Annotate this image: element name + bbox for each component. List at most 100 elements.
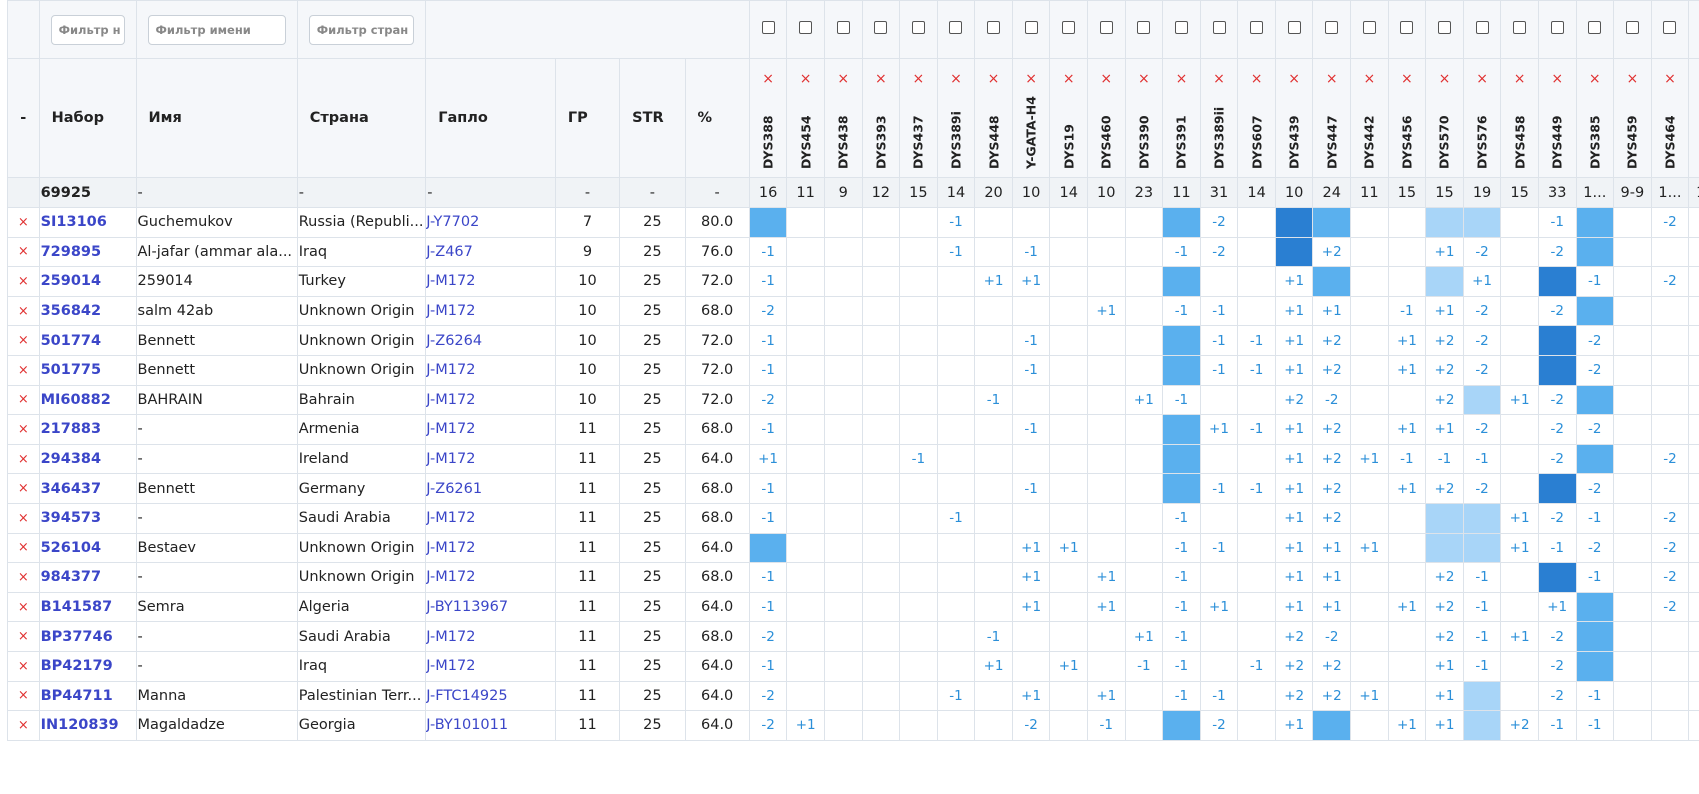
marker-checkbox[interactable] — [1174, 21, 1188, 34]
kit-filter-input[interactable]: Фильтр н — [50, 14, 125, 45]
remove-marker-icon[interactable]: × — [1100, 71, 1113, 87]
remove-marker-icon[interactable]: × — [874, 71, 887, 87]
remove-marker-icon[interactable]: × — [762, 71, 774, 87]
remove-marker-icon[interactable]: × — [799, 71, 812, 87]
remove-marker-icon[interactable]: × — [1213, 71, 1225, 87]
remove-row-icon[interactable]: × — [7, 710, 40, 741]
pct-column-header[interactable]: % — [684, 58, 750, 178]
remove-row-icon[interactable]: × — [7, 562, 40, 593]
marker-checkbox[interactable] — [987, 21, 1001, 34]
marker-checkbox[interactable] — [1475, 21, 1489, 34]
remove-marker-icon[interactable]: × — [1401, 71, 1413, 87]
remove-row-icon[interactable]: × — [7, 680, 40, 712]
remove-row-icon[interactable]: × — [7, 502, 40, 534]
remove-row-icon[interactable]: × — [7, 354, 40, 386]
marker-checkbox[interactable] — [1588, 21, 1602, 34]
remove-marker-icon[interactable]: × — [1664, 71, 1676, 87]
haplo-link[interactable]: J-FTC14925 — [426, 687, 508, 704]
remove-marker-icon[interactable]: × — [1175, 71, 1188, 87]
haplo-link[interactable]: J-M172 — [426, 303, 476, 320]
remove-row-icon[interactable]: × — [7, 532, 40, 564]
kit-link[interactable]: 729895 — [40, 243, 102, 260]
remove-marker-icon[interactable]: × — [1025, 71, 1037, 87]
marker-checkbox[interactable] — [761, 21, 775, 34]
remove-row-icon[interactable]: × — [7, 295, 40, 327]
marker-checkbox[interactable] — [949, 21, 963, 34]
remove-marker-icon[interactable]: × — [837, 71, 850, 87]
remove-marker-icon[interactable]: × — [1250, 71, 1263, 87]
kit-link[interactable]: BP37746 — [40, 628, 113, 645]
name-column-header[interactable]: Имя — [135, 58, 298, 178]
marker-checkbox[interactable] — [1024, 21, 1038, 34]
haplo-link[interactable]: J-BY113967 — [426, 599, 509, 616]
remove-marker-icon[interactable]: × — [1476, 71, 1488, 87]
haplo-link[interactable]: J-M172 — [426, 658, 476, 675]
remove-row-icon[interactable]: × — [7, 591, 40, 623]
remove-row-icon[interactable]: × — [7, 443, 40, 475]
remove-row-icon[interactable]: × — [7, 473, 40, 504]
remove-row-icon[interactable]: × — [7, 384, 40, 416]
haplo-link[interactable]: J-Z6264 — [426, 332, 483, 349]
kit-link[interactable]: 346437 — [40, 480, 102, 497]
kit-link[interactable]: 984377 — [40, 569, 102, 586]
gd-column-header[interactable]: ГР — [554, 58, 621, 178]
marker-checkbox[interactable] — [1437, 21, 1451, 34]
marker-checkbox[interactable] — [1137, 21, 1151, 34]
marker-checkbox[interactable] — [1287, 21, 1301, 34]
marker-checkbox[interactable] — [874, 21, 888, 34]
haplo-link[interactable]: J-M172 — [426, 362, 476, 379]
remove-row-icon[interactable]: × — [7, 650, 40, 682]
marker-checkbox[interactable] — [1062, 21, 1076, 34]
remove-row-icon[interactable]: × — [7, 414, 40, 445]
marker-checkbox[interactable] — [911, 21, 925, 34]
haplo-link[interactable]: J-Z6261 — [426, 480, 483, 497]
remove-marker-icon[interactable]: × — [1551, 71, 1564, 87]
marker-checkbox[interactable] — [836, 21, 850, 34]
haplo-link[interactable]: J-M172 — [426, 628, 476, 645]
remove-marker-icon[interactable]: × — [987, 71, 1000, 87]
marker-checkbox[interactable] — [1663, 21, 1677, 34]
haplo-link[interactable]: J-M172 — [426, 421, 476, 438]
kit-link[interactable]: 501775 — [40, 362, 102, 379]
remove-marker-icon[interactable]: × — [1062, 71, 1075, 87]
remove-marker-icon[interactable]: × — [1513, 71, 1526, 87]
kit-link[interactable]: B141587 — [40, 599, 113, 616]
kit-link[interactable]: BP42179 — [40, 658, 113, 675]
marker-checkbox[interactable] — [1362, 21, 1376, 34]
kit-link[interactable]: 526104 — [40, 539, 102, 556]
haplo-link[interactable]: J-BY101011 — [426, 717, 509, 734]
name-filter-input[interactable]: Фильтр имени — [147, 14, 286, 45]
kit-link[interactable]: 394573 — [40, 510, 102, 527]
marker-checkbox[interactable] — [1325, 21, 1339, 34]
haplo-link[interactable]: J-M172 — [426, 539, 476, 556]
kit-link[interactable]: 259014 — [40, 273, 102, 290]
marker-checkbox[interactable] — [1099, 21, 1113, 34]
remove-row-icon[interactable]: × — [7, 266, 40, 297]
str-column-header[interactable]: STR — [619, 58, 686, 178]
marker-checkbox[interactable] — [1250, 21, 1264, 34]
marker-checkbox[interactable] — [1550, 21, 1564, 34]
country-column-header[interactable]: Страна — [296, 58, 427, 178]
kit-link[interactable]: 294384 — [40, 451, 102, 468]
remove-marker-icon[interactable]: × — [1438, 71, 1451, 87]
haplo-link[interactable]: J-M172 — [426, 391, 476, 408]
kit-link[interactable]: IN120839 — [40, 717, 119, 734]
kit-column-header[interactable]: Набор — [38, 58, 137, 178]
kit-link[interactable]: MI60882 — [40, 391, 111, 408]
kit-link[interactable]: 217883 — [40, 421, 102, 438]
remove-marker-icon[interactable]: × — [1288, 71, 1301, 87]
kit-link[interactable]: 356842 — [40, 303, 102, 320]
remove-marker-icon[interactable]: × — [1690, 71, 1699, 87]
remove-marker-icon[interactable]: × — [1137, 71, 1150, 87]
remove-marker-icon[interactable]: × — [1626, 71, 1639, 87]
marker-checkbox[interactable] — [1212, 21, 1226, 34]
kit-link[interactable]: BP44711 — [40, 687, 113, 704]
haplo-link[interactable]: J-M172 — [426, 510, 476, 527]
remove-marker-icon[interactable]: × — [1363, 71, 1376, 87]
kit-link[interactable]: 501774 — [40, 332, 102, 349]
marker-checkbox[interactable] — [1625, 21, 1639, 34]
remove-row-icon[interactable]: × — [7, 325, 40, 356]
remove-marker-icon[interactable]: × — [912, 71, 925, 87]
marker-checkbox[interactable] — [799, 21, 813, 34]
marker-checkbox[interactable] — [1400, 21, 1414, 34]
